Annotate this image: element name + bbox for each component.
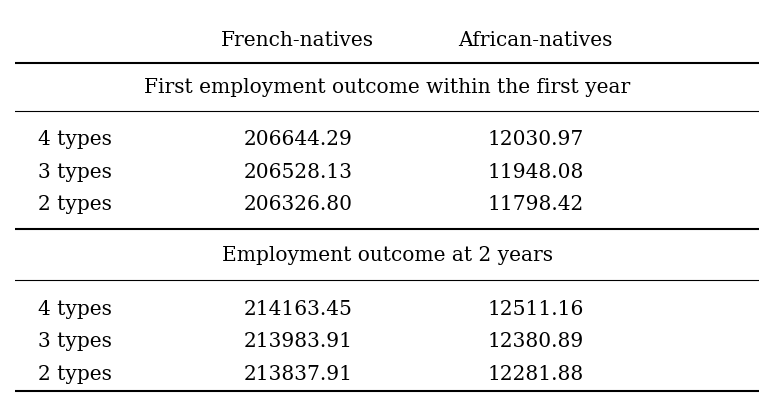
Text: 12281.88: 12281.88 xyxy=(488,364,584,383)
Text: 206326.80: 206326.80 xyxy=(243,195,352,214)
Text: 214163.45: 214163.45 xyxy=(243,299,352,318)
Text: 213983.91: 213983.91 xyxy=(243,332,352,350)
Text: 206644.29: 206644.29 xyxy=(243,130,352,148)
Text: First employment outcome within the first year: First employment outcome within the firs… xyxy=(144,77,630,96)
Text: 12030.97: 12030.97 xyxy=(488,130,584,148)
Text: 3 types: 3 types xyxy=(38,162,111,181)
Text: Employment outcome at 2 years: Employment outcome at 2 years xyxy=(221,246,553,265)
Text: 2 types: 2 types xyxy=(38,364,111,383)
Text: 2 types: 2 types xyxy=(38,195,111,214)
Text: French-natives: French-natives xyxy=(221,31,375,50)
Text: 4 types: 4 types xyxy=(38,130,111,148)
Text: 11798.42: 11798.42 xyxy=(488,195,584,214)
Text: 213837.91: 213837.91 xyxy=(243,364,352,383)
Text: 3 types: 3 types xyxy=(38,332,111,350)
Text: 11948.08: 11948.08 xyxy=(488,162,584,181)
Text: African-natives: African-natives xyxy=(458,31,613,50)
Text: 4 types: 4 types xyxy=(38,299,111,318)
Text: 12511.16: 12511.16 xyxy=(488,299,584,318)
Text: 206528.13: 206528.13 xyxy=(243,162,352,181)
Text: 12380.89: 12380.89 xyxy=(488,332,584,350)
